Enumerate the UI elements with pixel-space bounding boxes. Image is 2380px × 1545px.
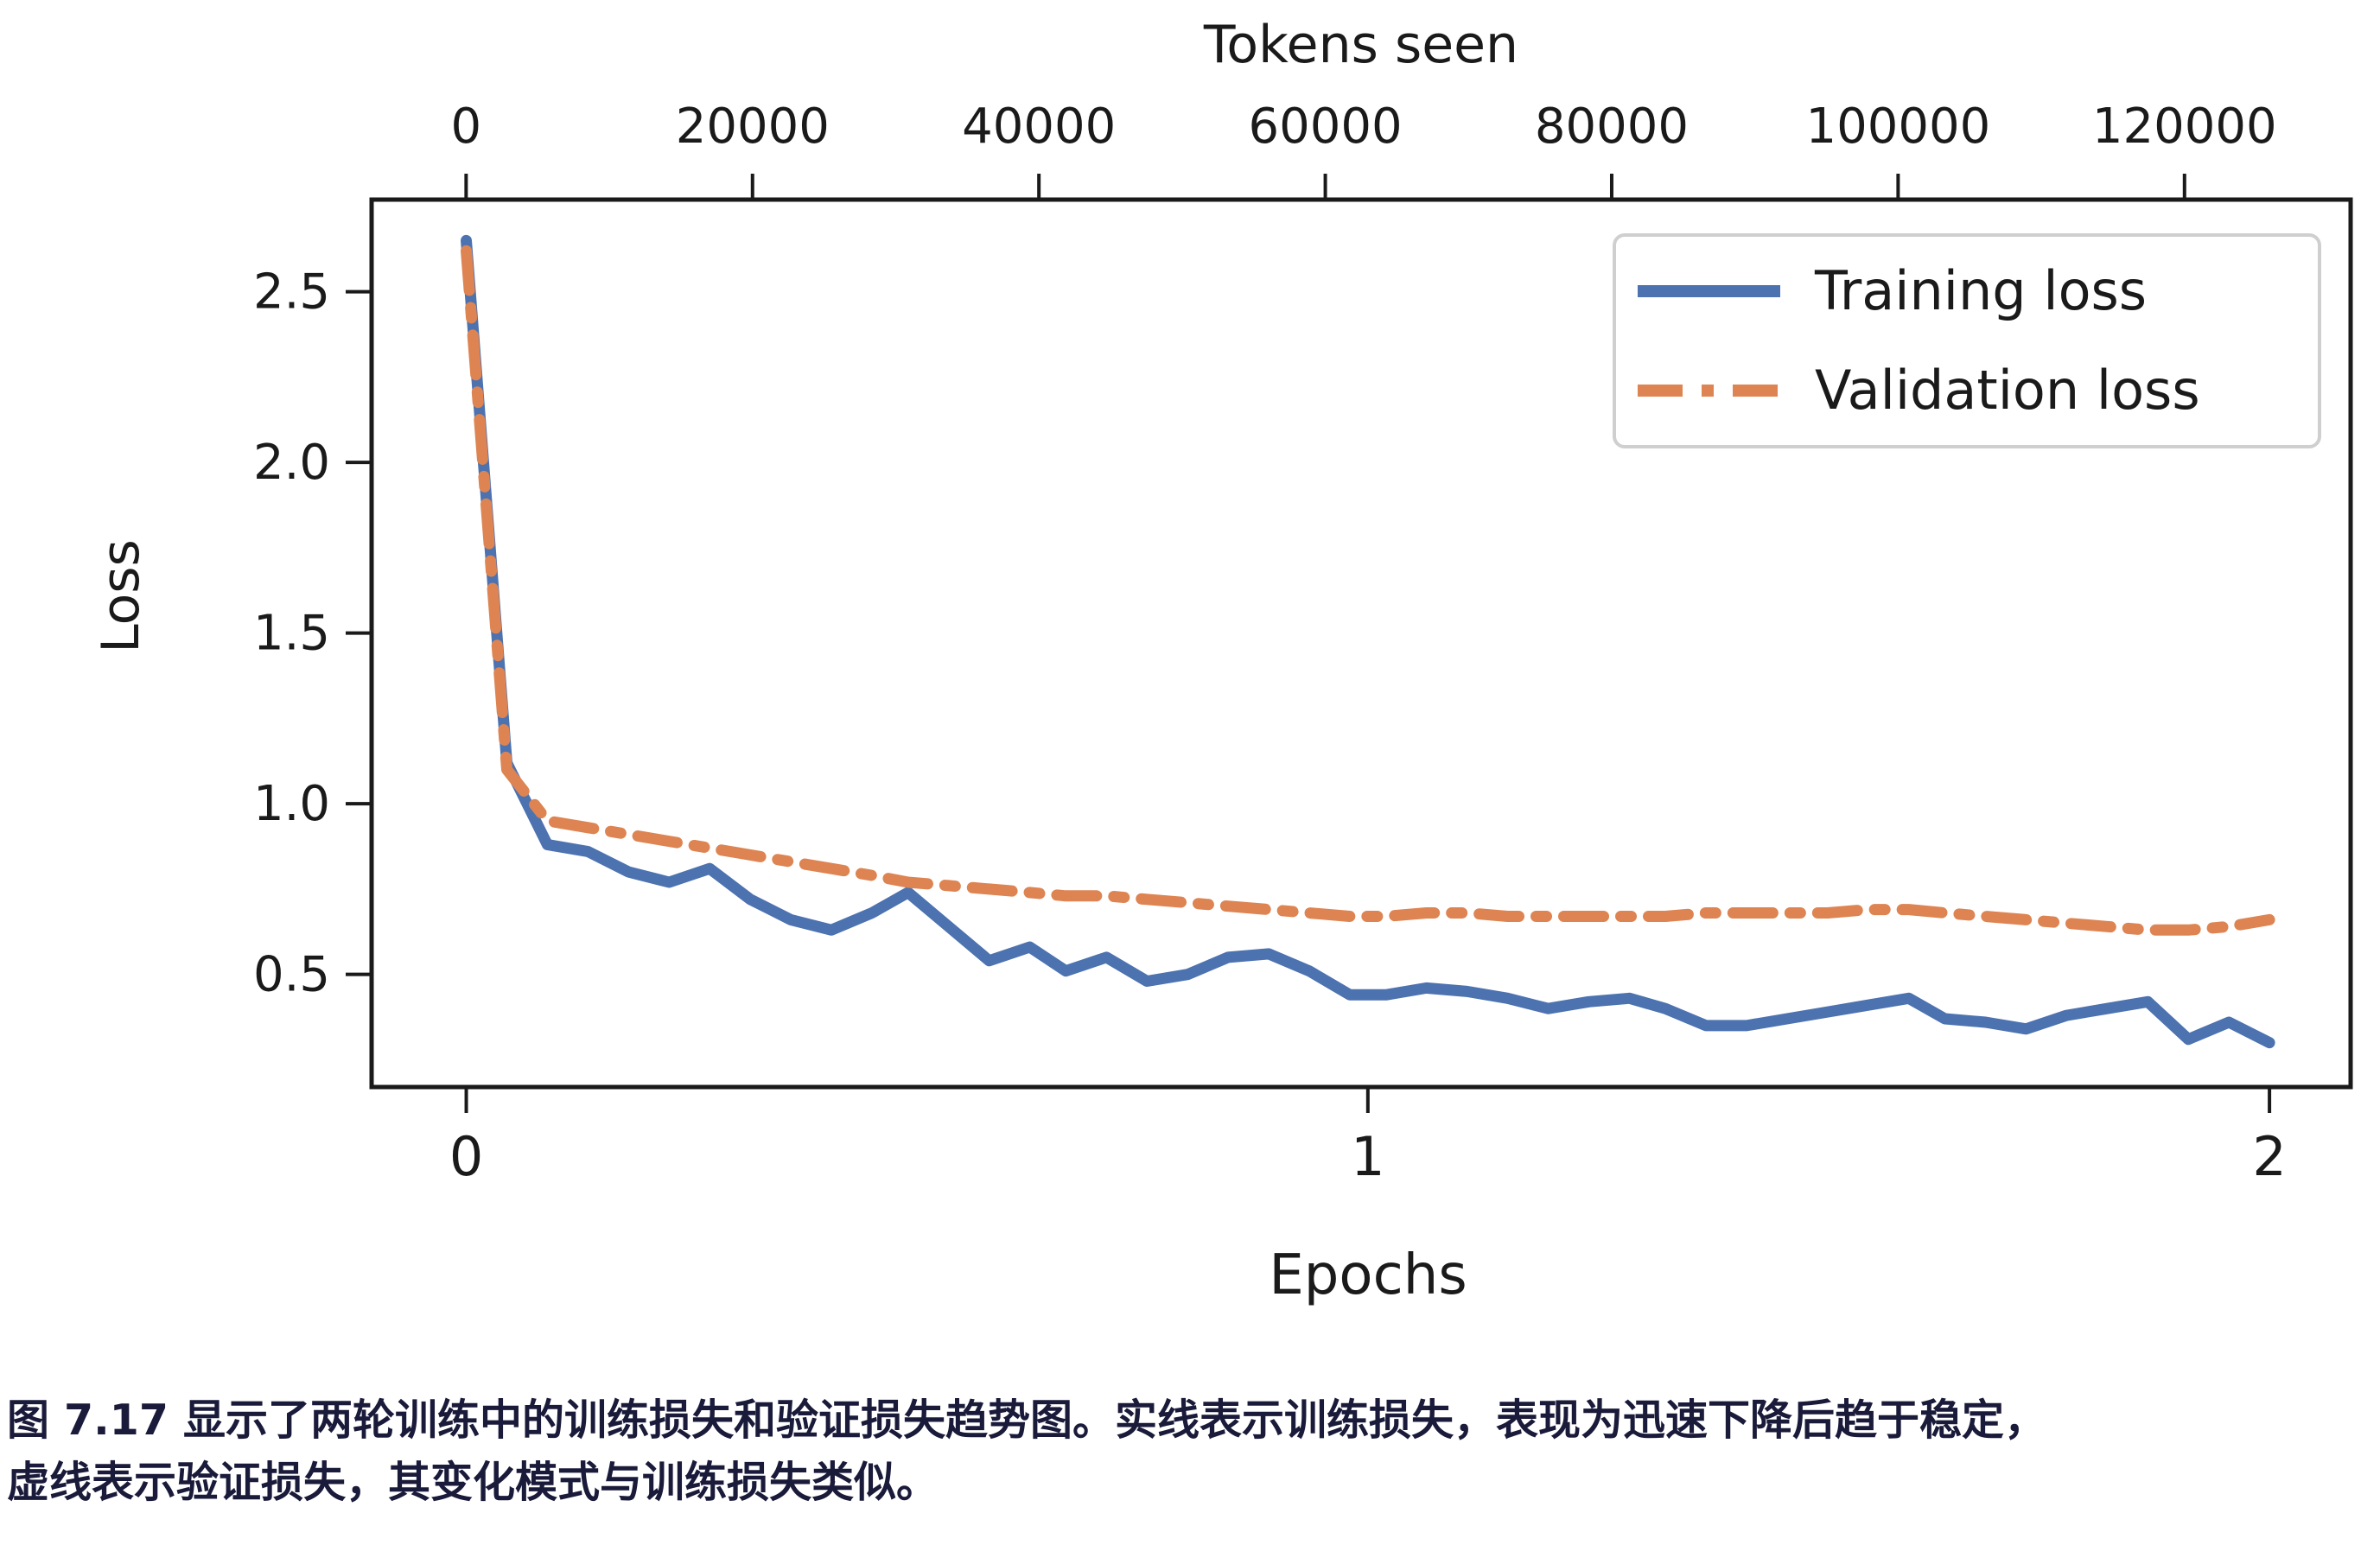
figure-caption-line1: 图 7.17 显示了两轮训练中的训练损失和验证损失趋势图。实线表示训练损失，表现… [7, 1396, 2047, 1445]
y-tick-label: 0.5 [253, 947, 330, 1003]
bottom-tick-label: 0 [449, 1125, 483, 1188]
x-axis-title: Epochs [1269, 1243, 1467, 1307]
top-axis-ticks: 0 20000 40000 60000 80000 100000 120000 [451, 99, 2277, 200]
top-tick-label: 120000 [2092, 99, 2277, 155]
top-tick-label: 80000 [1535, 99, 1689, 155]
top-tick-label: 0 [451, 99, 482, 155]
training-loss-line [461, 234, 2275, 1049]
y-axis-title: Loss [91, 539, 151, 653]
top-tick-label: 20000 [676, 99, 830, 155]
y-tick-label: 2.5 [253, 264, 330, 321]
data-series [461, 234, 2275, 1049]
bottom-tick-label: 1 [1351, 1125, 1384, 1188]
figure-caption-line2: 虚线表示验证损失，其变化模式与训练损失类似。 [7, 1458, 939, 1507]
top-tick-label: 40000 [962, 99, 1116, 155]
plot-area [369, 197, 2353, 1090]
training-loss-legend-label: Training loss [1814, 259, 2147, 322]
legend-box [1613, 233, 2321, 448]
legend: Training loss Validation loss [1613, 233, 2321, 448]
y-tick-label: 2.0 [253, 435, 330, 491]
top-axis-title: Tokens seen [1203, 15, 1518, 75]
top-tick-label: 100000 [1805, 99, 1990, 155]
validation-loss-legend-label: Validation loss [1815, 359, 2200, 422]
y-tick-label: 1.5 [253, 606, 330, 662]
top-tick-label: 60000 [1248, 99, 1402, 155]
loss-chart: 0 20000 40000 60000 80000 100000 120000 0 1 2 2.… [91, 15, 2353, 1307]
figure-caption: 图 7.17 显示了两轮训练中的训练损失和验证损失趋势图。实线表示训练损失，表现… [7, 1389, 2375, 1514]
y-tick-label: 1.0 [253, 776, 330, 832]
validation-loss-line [461, 245, 2275, 936]
y-axis-ticks: 2.5 2.0 1.5 1.0 0.5 [253, 264, 372, 1003]
bottom-tick-label: 2 [2252, 1125, 2286, 1188]
bottom-axis-ticks: 0 1 2 [449, 1087, 2287, 1188]
